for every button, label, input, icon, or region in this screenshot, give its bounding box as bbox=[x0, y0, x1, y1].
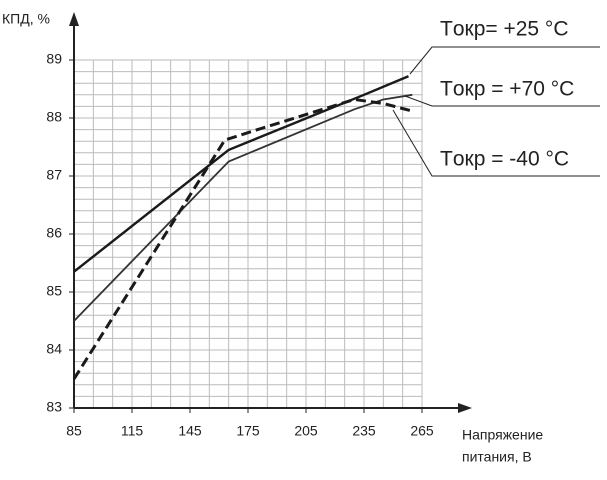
y-tick-label: 88 bbox=[46, 109, 62, 125]
y-tick-label: 87 bbox=[46, 167, 62, 183]
legend-label: Tокр = +70 °C bbox=[440, 78, 574, 101]
series-line bbox=[73, 75, 409, 273]
y-tick-label: 83 bbox=[46, 399, 62, 415]
x-tick-label: 85 bbox=[66, 423, 82, 439]
y-tick-label: 89 bbox=[46, 51, 62, 67]
leader-line bbox=[392, 109, 600, 177]
leader-line bbox=[409, 46, 600, 75]
x-tick-label: 145 bbox=[178, 423, 202, 439]
y-tick-label: 86 bbox=[46, 225, 62, 241]
x-tick-label: 265 bbox=[410, 423, 434, 439]
y-axis-label: КПД, % bbox=[2, 11, 50, 27]
series-line bbox=[72, 97, 413, 380]
x-axis-arrow bbox=[458, 403, 472, 413]
x-tick-label: 235 bbox=[352, 423, 376, 439]
x-axis-label: Напряжение bbox=[462, 427, 543, 443]
y-axis-arrow bbox=[69, 12, 79, 26]
x-tick-label: 175 bbox=[236, 423, 260, 439]
y-tick-label: 85 bbox=[46, 283, 62, 299]
x-tick-label: 115 bbox=[121, 423, 144, 439]
x-axis-label: питания, В bbox=[462, 449, 532, 465]
legend-label: Tокр = -40 °C bbox=[440, 148, 569, 171]
legend-label: Tокр= +25 °C bbox=[440, 18, 569, 41]
x-tick-label: 205 bbox=[294, 423, 318, 439]
series-line bbox=[73, 93, 413, 322]
leader-line bbox=[404, 95, 600, 107]
y-tick-label: 84 bbox=[46, 341, 62, 357]
